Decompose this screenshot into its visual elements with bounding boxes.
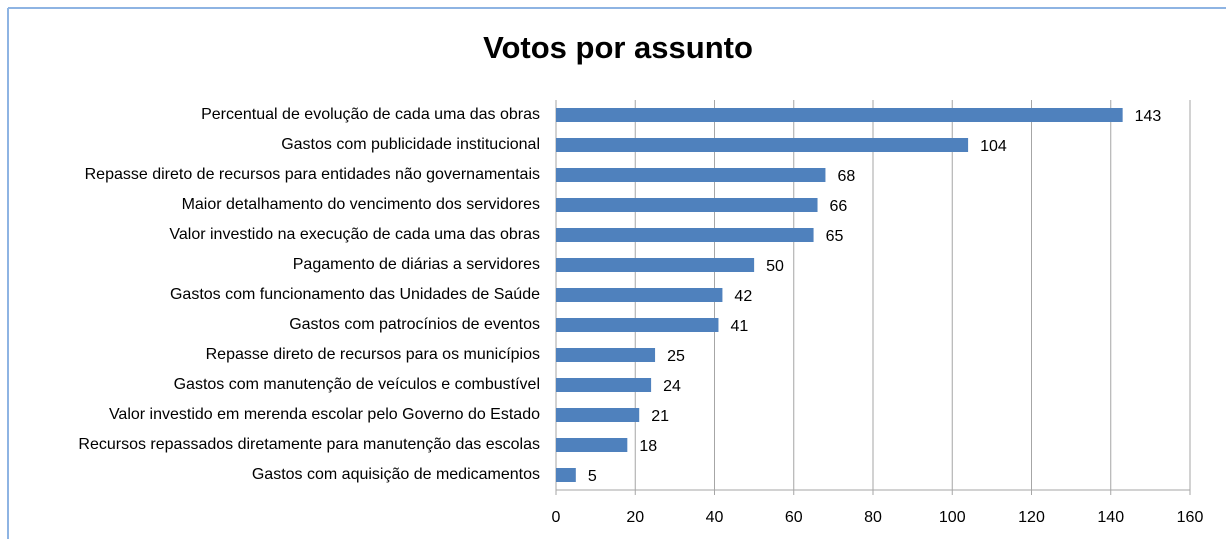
y-tick-label: Repasse direto de recursos para entidade… [85,166,540,183]
bar [556,318,719,332]
y-tick-label: Valor investido em merenda escolar pelo … [109,406,540,423]
bar [556,138,969,152]
data-label: 143 [1135,108,1162,125]
data-label: 5 [588,468,597,485]
x-tick-label: 100 [939,509,966,526]
bar [556,108,1123,122]
bar [556,228,814,242]
bar [556,288,723,302]
data-label: 104 [980,138,1007,155]
x-tick-label: 140 [1097,509,1124,526]
y-tick-label: Gastos com patrocínios de eventos [289,316,540,333]
y-tick-label: Maior detalhamento do vencimento dos ser… [182,196,540,213]
y-tick-label: Gastos com publicidade institucional [281,136,540,153]
data-label: 68 [837,168,855,185]
x-tick-label: 20 [626,509,644,526]
bar [556,348,656,362]
y-tick-label: Gastos com aquisição de medicamentos [252,466,540,483]
data-label: 66 [830,198,848,215]
x-tick-label: 120 [1018,509,1045,526]
y-tick-label: Pagamento de diárias a servidores [293,256,540,273]
data-label: 25 [667,348,685,365]
data-label: 65 [826,228,844,245]
y-tick-label: Gastos com funcionamento das Unidades de… [170,286,540,303]
bar [556,438,628,452]
data-label: 24 [663,378,681,395]
bar [556,198,818,212]
data-label: 18 [639,438,657,455]
x-tick-label: 160 [1177,509,1204,526]
x-tick-label: 60 [785,509,803,526]
bar [556,468,576,482]
y-tick-label: Repasse direto de recursos para os munic… [206,346,540,363]
bar [556,408,640,422]
y-tick-label: Percentual de evolução de cada uma das o… [201,106,540,123]
y-tick-label: Valor investido na execução de cada uma … [169,226,540,243]
x-tick-label: 0 [552,509,561,526]
y-tick-label: Recursos repassados diretamente para man… [78,436,540,453]
x-tick-label: 40 [706,509,724,526]
data-label: 41 [730,318,748,335]
bar [556,258,755,272]
bar [556,378,652,392]
data-label: 42 [734,288,752,305]
data-label: 21 [651,408,669,425]
data-label: 50 [766,258,784,275]
x-tick-label: 80 [864,509,882,526]
bar [556,168,826,182]
y-tick-label: Gastos com manutenção de veículos e comb… [174,376,540,393]
chart-title: Votos por assunto [483,30,753,65]
